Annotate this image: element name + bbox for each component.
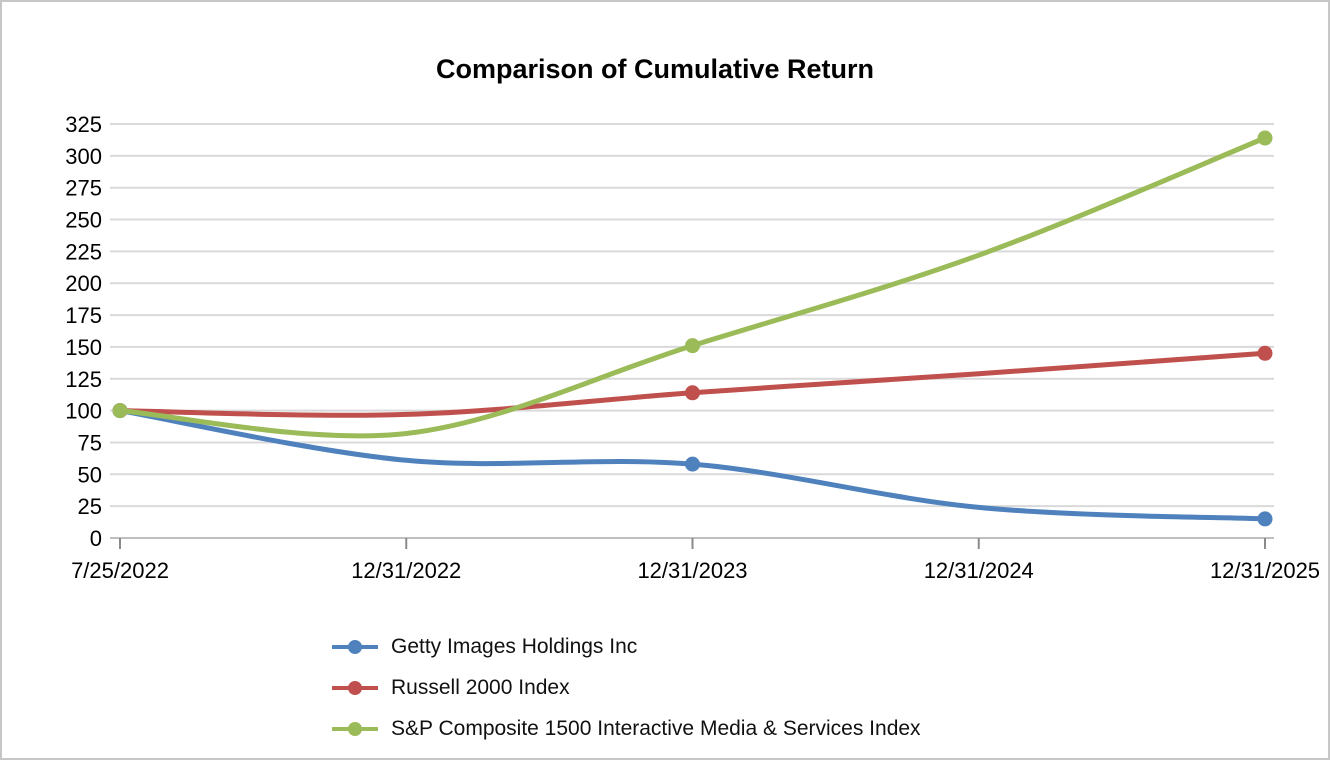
y-axis-tick-label: 25 <box>78 494 102 519</box>
legend-item: Russell 2000 Index <box>332 676 921 699</box>
x-axis-tick-label: 12/31/2025 <box>1210 558 1320 583</box>
legend-item: S&P Composite 1500 Interactive Media & S… <box>332 717 921 740</box>
y-axis-tick-label: 75 <box>78 430 102 455</box>
y-axis-tick-label: 200 <box>65 271 102 296</box>
cumulative-return-line-chart: 0 25 50 75 100 125 150 175 200 225 250 275 300 325 7/2… <box>65 112 1320 583</box>
y-axis-tick-label: 300 <box>65 144 102 169</box>
data-point-marker <box>685 338 700 354</box>
series-line-russell-2000-index <box>117 350 1268 418</box>
legend-line-marker-icon <box>332 639 378 654</box>
chart-legend: Getty Images Holdings Inc Russell 2000 In… <box>332 635 921 740</box>
y-axis-tick-label: 225 <box>65 239 102 264</box>
x-axis-tick-label: 7/25/2022 <box>71 558 169 583</box>
y-axis-tick-label: 250 <box>65 208 102 233</box>
data-point-marker <box>112 403 128 419</box>
y-axis-tick-label: 275 <box>65 176 102 201</box>
legend-label: Getty Images Holdings Inc <box>391 634 638 658</box>
legend-line-marker-icon <box>332 721 378 736</box>
y-axis-tick-label: 125 <box>65 367 102 392</box>
data-point-marker <box>1257 345 1273 361</box>
legend-item: Getty Images Holdings Inc <box>332 635 921 658</box>
y-axis-tick-label: 0 <box>90 526 102 551</box>
x-axis-tick-label: 12/31/2024 <box>924 558 1034 583</box>
data-point-marker <box>685 456 700 472</box>
legend-line-marker-icon <box>332 680 378 695</box>
y-axis-tick-label: 325 <box>65 112 102 137</box>
y-axis-tick-label: 150 <box>65 335 102 360</box>
chart-title: Comparison of Cumulative Return <box>435 54 875 84</box>
x-axis-tick-label: 12/31/2023 <box>637 558 747 583</box>
data-point-marker <box>685 385 700 401</box>
y-axis-tick-label: 100 <box>65 399 102 424</box>
data-point-marker <box>1257 130 1273 146</box>
legend-label: S&P Composite 1500 Interactive Media & S… <box>391 716 921 740</box>
y-axis-tick-label: 175 <box>65 303 102 328</box>
legend-label: Russell 2000 Index <box>391 675 570 699</box>
data-point-marker <box>1257 511 1273 527</box>
y-axis-tick-label: 50 <box>78 462 102 487</box>
x-axis-tick-label: 12/31/2022 <box>351 558 461 583</box>
